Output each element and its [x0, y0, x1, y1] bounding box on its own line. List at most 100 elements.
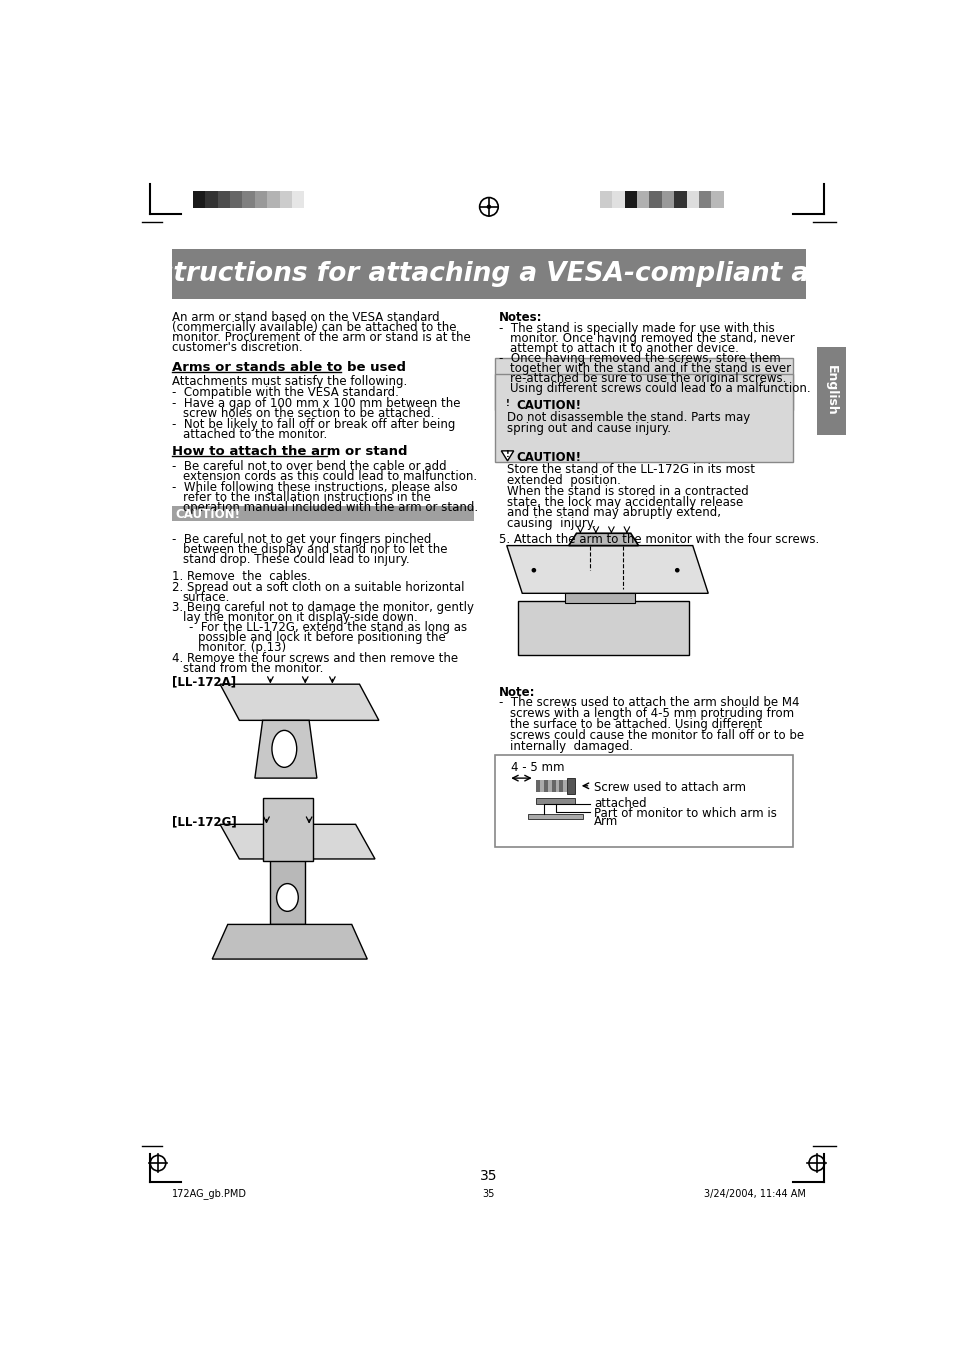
Bar — [528, 815, 582, 819]
Text: and the stand may abruptly extend,: and the stand may abruptly extend, — [506, 507, 720, 519]
Bar — [624, 192, 637, 208]
Text: How to attach the arm or stand: How to attach the arm or stand — [172, 446, 407, 458]
Bar — [711, 192, 723, 208]
Bar — [262, 798, 313, 862]
Text: customer's discretion.: customer's discretion. — [172, 340, 302, 354]
Polygon shape — [568, 534, 638, 546]
Bar — [562, 780, 567, 792]
Ellipse shape — [276, 884, 298, 912]
Text: Part of monitor to which arm is: Part of monitor to which arm is — [594, 808, 777, 820]
Text: attached: attached — [594, 797, 646, 809]
Text: (commercially available) can be attached to the: (commercially available) can be attached… — [172, 320, 456, 334]
Text: -  Compatible with the VESA standard.: - Compatible with the VESA standard. — [172, 386, 398, 399]
Bar — [517, 601, 688, 655]
Circle shape — [487, 205, 490, 208]
Bar — [193, 192, 205, 208]
Bar — [686, 192, 699, 208]
Bar — [254, 192, 267, 208]
Bar — [637, 192, 649, 208]
Text: -  The stand is specially made for use with this: - The stand is specially made for use wi… — [498, 322, 774, 335]
Text: monitor. (p.13): monitor. (p.13) — [198, 642, 286, 654]
Polygon shape — [254, 720, 316, 778]
Text: -  Once having removed the screws, store them: - Once having removed the screws, store … — [498, 353, 780, 365]
Text: -  While following these instructions, please also: - While following these instructions, pl… — [172, 481, 457, 494]
Text: Instructions for attaching a VESA-compliant arm: Instructions for attaching a VESA-compli… — [129, 261, 848, 286]
Bar — [612, 192, 624, 208]
Text: CAUTION!: CAUTION! — [517, 451, 581, 463]
Text: An arm or stand based on the VESA standard: An arm or stand based on the VESA standa… — [172, 311, 439, 324]
Bar — [699, 192, 711, 208]
Bar — [230, 192, 242, 208]
Text: Do not disassemble the stand. Parts may: Do not disassemble the stand. Parts may — [506, 411, 749, 424]
Polygon shape — [220, 684, 378, 720]
Text: 172AG_gb.PMD: 172AG_gb.PMD — [172, 1189, 247, 1200]
Text: -  Be careful not to over bend the cable or add: - Be careful not to over bend the cable … — [172, 461, 446, 473]
Text: Attachments must satisfy the following.: Attachments must satisfy the following. — [172, 376, 407, 388]
Text: between the display and stand nor to let the: between the display and stand nor to let… — [183, 543, 447, 557]
Bar — [555, 780, 558, 792]
Bar — [495, 755, 793, 847]
Text: 5. Attach the arm to the monitor with the four screws.: 5. Attach the arm to the monitor with th… — [498, 534, 819, 546]
Text: Notes:: Notes: — [498, 311, 542, 324]
Text: surface.: surface. — [183, 590, 230, 604]
Bar — [816, 347, 845, 435]
Text: attempt to attach it to another device.: attempt to attach it to another device. — [509, 342, 738, 354]
Bar — [649, 192, 661, 208]
Bar — [543, 780, 547, 792]
Text: -  The screws used to attach the arm should be M4: - The screws used to attach the arm shou… — [498, 697, 799, 709]
Bar — [564, 593, 634, 603]
Polygon shape — [500, 451, 513, 461]
Text: CAUTION!: CAUTION! — [174, 508, 240, 521]
Text: 2. Spread out a soft cloth on a suitable horizontal: 2. Spread out a soft cloth on a suitable… — [172, 581, 464, 594]
Bar — [558, 780, 562, 792]
Bar — [551, 780, 555, 792]
Text: Note:: Note: — [498, 686, 535, 698]
Bar — [267, 192, 279, 208]
Bar — [279, 192, 292, 208]
Bar — [242, 192, 254, 208]
Polygon shape — [220, 824, 375, 859]
Text: state, the lock may accidentally release: state, the lock may accidentally release — [506, 496, 742, 508]
Text: screw holes on the section to be attached.: screw holes on the section to be attache… — [183, 407, 434, 420]
Bar — [495, 358, 793, 411]
Bar — [304, 192, 316, 208]
Bar — [547, 780, 551, 792]
Bar — [495, 374, 793, 462]
Text: -  Have a gap of 100 mm x 100 mm between the: - Have a gap of 100 mm x 100 mm between … — [172, 397, 460, 409]
Bar — [292, 192, 304, 208]
Text: screws with a length of 4-5 mm protruding from: screws with a length of 4-5 mm protrudin… — [509, 708, 793, 720]
Text: extended  position.: extended position. — [506, 474, 620, 486]
Text: 3/24/2004, 11:44 AM: 3/24/2004, 11:44 AM — [703, 1189, 805, 1198]
Text: -  Not be likely to fall off or break off after being: - Not be likely to fall off or break off… — [172, 417, 455, 431]
Text: possible and lock it before positioning the: possible and lock it before positioning … — [198, 631, 446, 644]
Text: 4. Remove the four screws and then remove the: 4. Remove the four screws and then remov… — [172, 651, 457, 665]
Text: -  For the LL-172G, extend the stand as long as: - For the LL-172G, extend the stand as l… — [189, 621, 467, 634]
Text: attached to the monitor.: attached to the monitor. — [183, 428, 327, 440]
Text: CAUTION!: CAUTION! — [517, 400, 581, 412]
Text: spring out and cause injury.: spring out and cause injury. — [506, 422, 670, 435]
Text: English: English — [824, 365, 837, 416]
Bar — [536, 798, 575, 804]
Text: [LL-172A]: [LL-172A] — [172, 676, 235, 688]
Bar — [661, 192, 674, 208]
Text: [LL-172G]: [LL-172G] — [172, 815, 236, 828]
Text: !: ! — [505, 450, 509, 459]
Polygon shape — [506, 546, 707, 593]
Bar — [217, 192, 230, 208]
Ellipse shape — [272, 731, 296, 767]
Text: together with the stand and if the stand is ever: together with the stand and if the stand… — [509, 362, 790, 376]
Polygon shape — [212, 924, 367, 959]
Text: Screw used to attach arm: Screw used to attach arm — [594, 781, 745, 794]
Text: refer to the installation instructions in the: refer to the installation instructions i… — [183, 490, 430, 504]
Text: stand from the monitor.: stand from the monitor. — [183, 662, 323, 676]
Bar — [172, 249, 805, 299]
Text: operation manual included with the arm or stand.: operation manual included with the arm o… — [183, 501, 477, 513]
Text: 4 - 5 mm: 4 - 5 mm — [510, 761, 563, 774]
Text: Arms or stands able to be used: Arms or stands able to be used — [172, 361, 406, 374]
Text: Store the stand of the LL-172G in its most: Store the stand of the LL-172G in its mo… — [506, 463, 754, 476]
Text: When the stand is stored in a contracted: When the stand is stored in a contracted — [506, 485, 748, 497]
Polygon shape — [500, 400, 513, 409]
Text: Using different screws could lead to a malfunction.: Using different screws could lead to a m… — [509, 382, 810, 396]
Text: !: ! — [505, 399, 509, 408]
Bar — [270, 859, 305, 924]
